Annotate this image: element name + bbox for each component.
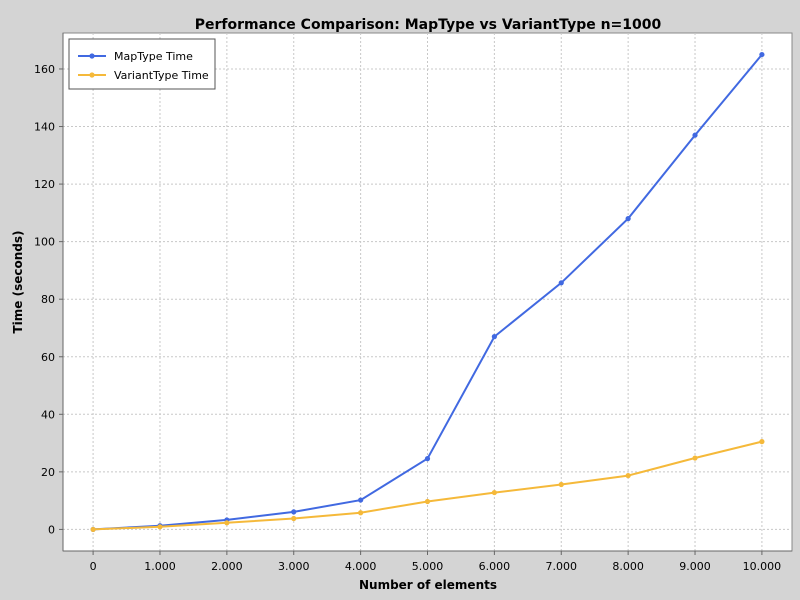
x-axis-ticks: 0 1.000 2.000 3.000 4.000 5.000 6.000 7.000 8.00…: [90, 551, 782, 573]
x-tick-label: 10.000: [743, 560, 782, 573]
y-tick-label: 80: [41, 293, 55, 306]
y-tick-label: 0: [48, 523, 55, 536]
data-point: [358, 497, 364, 503]
legend-box: [68, 38, 216, 90]
x-tick-label: 6.000: [479, 560, 511, 573]
y-tick-label: 100: [34, 236, 55, 249]
data-point: [759, 51, 765, 58]
x-tick-label: 5.000: [412, 560, 444, 573]
legend-label: VariantType Time: [114, 69, 209, 82]
data-point: [759, 439, 765, 445]
x-tick-label: 8.000: [612, 560, 644, 573]
y-tick-label: 40: [41, 408, 55, 421]
data-point: [692, 132, 698, 138]
data-point: [625, 473, 631, 479]
x-tick-label: 2.000: [211, 560, 243, 573]
y-tick-label: 20: [41, 466, 55, 479]
x-axis-label: Number of elements: [359, 578, 497, 592]
legend-marker: [89, 72, 95, 78]
data-point: [424, 456, 431, 462]
y-axis-label: Time (seconds): [11, 230, 25, 333]
y-axis-ticks: 0 20 40 60 80 100 120 140 160: [34, 63, 63, 536]
y-tick-label: 120: [34, 178, 55, 191]
data-point: [224, 520, 230, 526]
series-2: [90, 439, 765, 533]
data-point: [358, 510, 364, 516]
data-point: [558, 280, 564, 286]
data-point: [692, 455, 698, 461]
data-point: [291, 515, 297, 522]
data-point: [625, 216, 631, 222]
y-tick-label: 140: [34, 121, 55, 134]
y-tick-label: 60: [41, 351, 55, 364]
x-tick-label: 3.000: [278, 560, 310, 573]
data-point: [558, 481, 564, 488]
data-point: [424, 498, 431, 505]
data-point: [491, 489, 497, 496]
chart-title: Performance Comparison: MapType vs Varia…: [195, 17, 662, 33]
series-layer: [90, 51, 765, 533]
x-tick-label: 1.000: [144, 560, 176, 573]
x-tick-label: 7.000: [546, 560, 578, 573]
legend-label: MapType Time: [114, 50, 193, 63]
x-tick-label: 0: [90, 560, 97, 573]
legend-marker: [89, 53, 95, 59]
data-point: [157, 524, 163, 530]
data-point: [291, 509, 297, 515]
x-tick-label: 9.000: [679, 560, 711, 573]
data-point: [90, 526, 96, 533]
data-point: [491, 334, 497, 340]
legend: MapType Time VariantType Time: [68, 38, 216, 90]
x-tick-label: 4.000: [345, 560, 377, 573]
y-tick-label: 160: [34, 63, 55, 76]
